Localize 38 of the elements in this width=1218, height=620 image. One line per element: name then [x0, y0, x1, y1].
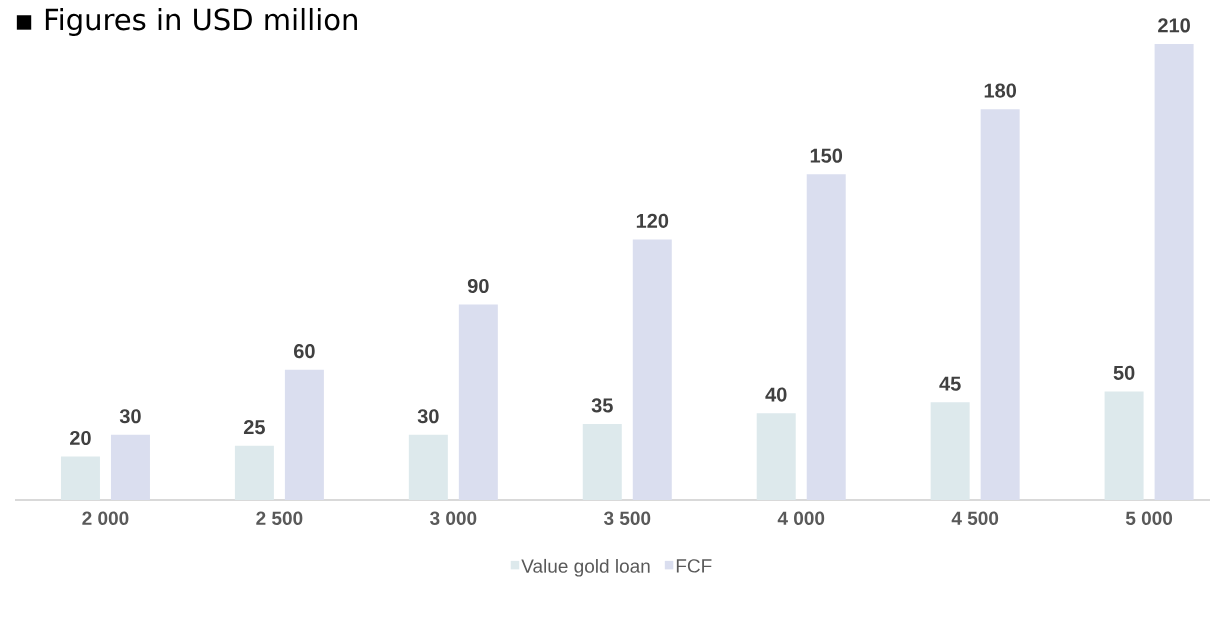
data-label: 210 — [1158, 18, 1190, 33]
bar — [756, 413, 796, 500]
legend-label: FCF — [676, 559, 712, 573]
legend-label: Value gold loan — [521, 558, 650, 577]
data-label: 90 — [467, 278, 489, 294]
bar — [930, 402, 970, 500]
data-label: 30 — [119, 409, 141, 424]
bar — [234, 445, 274, 500]
bar — [60, 456, 100, 500]
bar — [980, 109, 1020, 500]
data-label: 150 — [810, 148, 843, 163]
data-label: 40 — [765, 387, 787, 402]
chart-title: ▪ Figures in USD million — [16, 7, 357, 37]
x-tick-label: 3 500 — [603, 511, 651, 525]
x-tick-label: 3 000 — [430, 511, 477, 525]
data-label: 180 — [984, 83, 1017, 98]
x-tick-label: 4 000 — [777, 511, 825, 525]
bar — [632, 239, 672, 500]
x-tick-label: 2 500 — [256, 511, 303, 525]
bar — [110, 434, 150, 500]
data-label: 50 — [1113, 365, 1135, 380]
data-label: 120 — [636, 213, 669, 228]
bar — [1154, 44, 1194, 500]
bar — [806, 174, 846, 500]
data-label: 30 — [417, 409, 439, 424]
bar — [1104, 391, 1144, 500]
data-label: 60 — [294, 344, 315, 359]
data-label: 20 — [70, 430, 91, 446]
x-tick-label: 4 500 — [951, 511, 999, 525]
data-label: 45 — [939, 376, 961, 391]
data-label: 25 — [243, 420, 265, 435]
x-tick-label: 5 000 — [1125, 511, 1173, 525]
x-tick-label: 2 000 — [82, 511, 129, 525]
bar — [458, 304, 498, 500]
bar — [582, 424, 622, 500]
bar — [408, 434, 448, 500]
data-label: 35 — [591, 398, 613, 413]
bar — [284, 369, 324, 500]
